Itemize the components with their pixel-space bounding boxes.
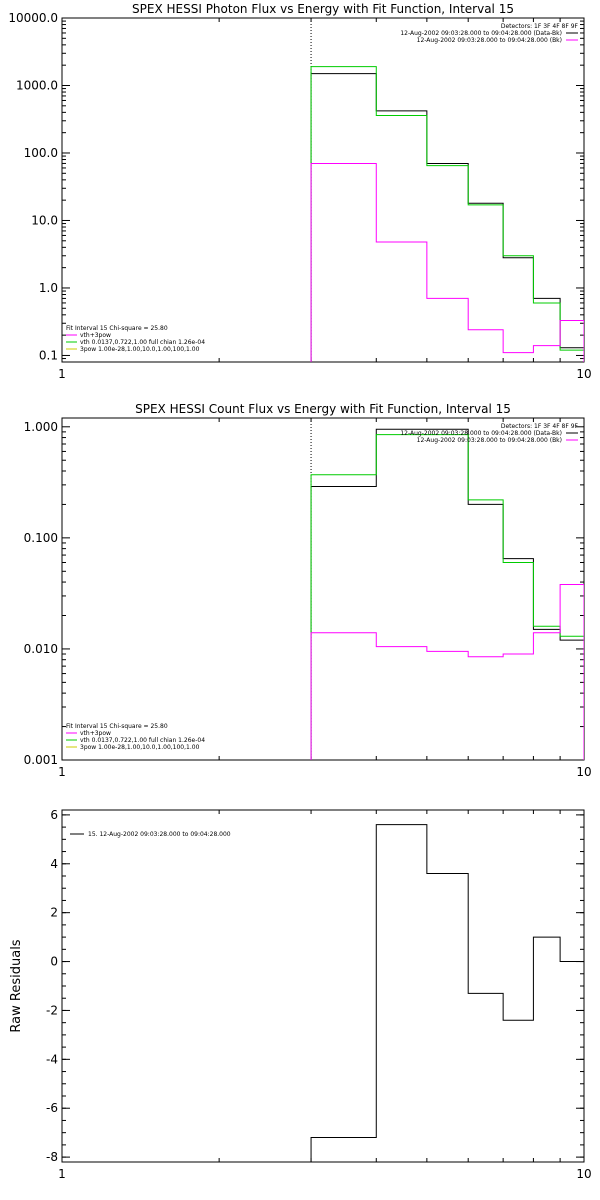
legend-top-right-entry: 12-Aug-2002 09:03:28.000 to 09:04:28.000… bbox=[417, 37, 562, 44]
x-tick-label: 10 bbox=[576, 1167, 591, 1181]
series-1-step-line bbox=[310, 824, 584, 1162]
y-tick-label: 0.001 bbox=[24, 753, 58, 767]
legend-top-right-entry: Detectors: 1F 3F 4F 8F 9F bbox=[501, 423, 579, 430]
series-1-step-line bbox=[310, 73, 584, 362]
series-2-step-line bbox=[310, 66, 584, 362]
chart-panel-2: SPEX HESSI Count Flux vs Energy with Fit… bbox=[24, 402, 592, 779]
y-tick-label: 1.0 bbox=[39, 281, 58, 295]
legend-top-right-entry: 12-Aug-2002 09:03:28.000 to 09:04:28.000… bbox=[417, 437, 562, 444]
y-tick-label: 0.1 bbox=[39, 348, 58, 362]
y-tick-label: -2 bbox=[46, 1003, 58, 1017]
x-tick-label: 10 bbox=[576, 765, 591, 779]
legend-bottom-left-entry: vth 0.0137,0.722,1.00 full chian 1.26e-0… bbox=[80, 339, 205, 346]
chart-panel-3: -8 -6 -4 -2 0 2 4 6 1 10 Raw Residuals 15. 12-Aug-2… bbox=[9, 808, 592, 1181]
y-tick-label: 100.0 bbox=[24, 146, 58, 160]
y-tick-label: 10.0 bbox=[31, 213, 58, 227]
legend-bottom-left-entry: Fit Interval 15 Chi-square = 25.80 bbox=[66, 723, 168, 730]
chart-title: SPEX HESSI Photon Flux vs Energy with Fi… bbox=[132, 2, 514, 16]
y-tick-label: 1.000 bbox=[24, 420, 58, 434]
legend-top-right-entry: 12-Aug-2002 09:03:28.000 to 09:04:28.000… bbox=[400, 430, 562, 437]
legend-bottom-left-entry: vth+3pow bbox=[80, 332, 111, 339]
y-tick-label: 0 bbox=[50, 955, 58, 969]
y-tick-label: 1000.0 bbox=[16, 78, 58, 92]
x-tick-label: 10 bbox=[576, 367, 591, 381]
y-tick-label: -4 bbox=[46, 1052, 58, 1066]
y-tick-label: -8 bbox=[46, 1150, 58, 1164]
y-tick-label: 0.100 bbox=[24, 531, 58, 545]
chart-title: SPEX HESSI Count Flux vs Energy with Fit… bbox=[135, 402, 511, 416]
y-tick-label: 2 bbox=[50, 906, 58, 920]
x-tick-label: 1 bbox=[58, 1167, 66, 1181]
legend-bottom-left-entry: Fit Interval 15 Chi-square = 25.80 bbox=[66, 325, 168, 332]
y-tick-label: 10000.0 bbox=[8, 11, 58, 25]
y-axis-label: Raw Residuals bbox=[9, 939, 24, 1032]
legend-bottom-left-entry: vth 0.0137,0.722,1.00 full chian 1.26e-0… bbox=[80, 737, 205, 744]
legend-bottom-left-entry: 3pow 1.00e-28,1.00,10.0,1.00,100,1.00 bbox=[80, 744, 200, 751]
legend-top-right-entry: Detectors: 1F 3F 4F 8F 9F bbox=[501, 23, 579, 30]
series-2-step-line bbox=[310, 434, 584, 760]
legend-top-right-entry: 12-Aug-2002 09:03:28.000 to 09:04:28.000… bbox=[400, 30, 562, 37]
legend-bottom-left-entry: vth+3pow bbox=[80, 730, 111, 737]
y-tick-label: 0.010 bbox=[24, 642, 58, 656]
y-tick-label: -6 bbox=[46, 1101, 58, 1115]
series-1-step-line bbox=[310, 428, 584, 760]
legend-entry: 15. 12-Aug-2002 09:03:28.000 to 09:04:28… bbox=[88, 831, 231, 838]
series-3-step-line bbox=[310, 162, 584, 362]
plot-frame bbox=[61, 809, 585, 1163]
plot-frame bbox=[61, 17, 585, 363]
legend-bottom-left-entry: 3pow 1.00e-28,1.00,10.0,1.00,100,1.00 bbox=[80, 346, 200, 353]
x-tick-label: 1 bbox=[58, 367, 66, 381]
chart-panel-1: SPEX HESSI Photon Flux vs Energy with Fi… bbox=[8, 2, 591, 381]
x-tick-label: 1 bbox=[58, 765, 66, 779]
series-3-step-line bbox=[310, 584, 584, 760]
plot-frame bbox=[61, 417, 585, 761]
y-tick-label: 4 bbox=[50, 857, 58, 871]
y-tick-label: 6 bbox=[50, 808, 58, 822]
